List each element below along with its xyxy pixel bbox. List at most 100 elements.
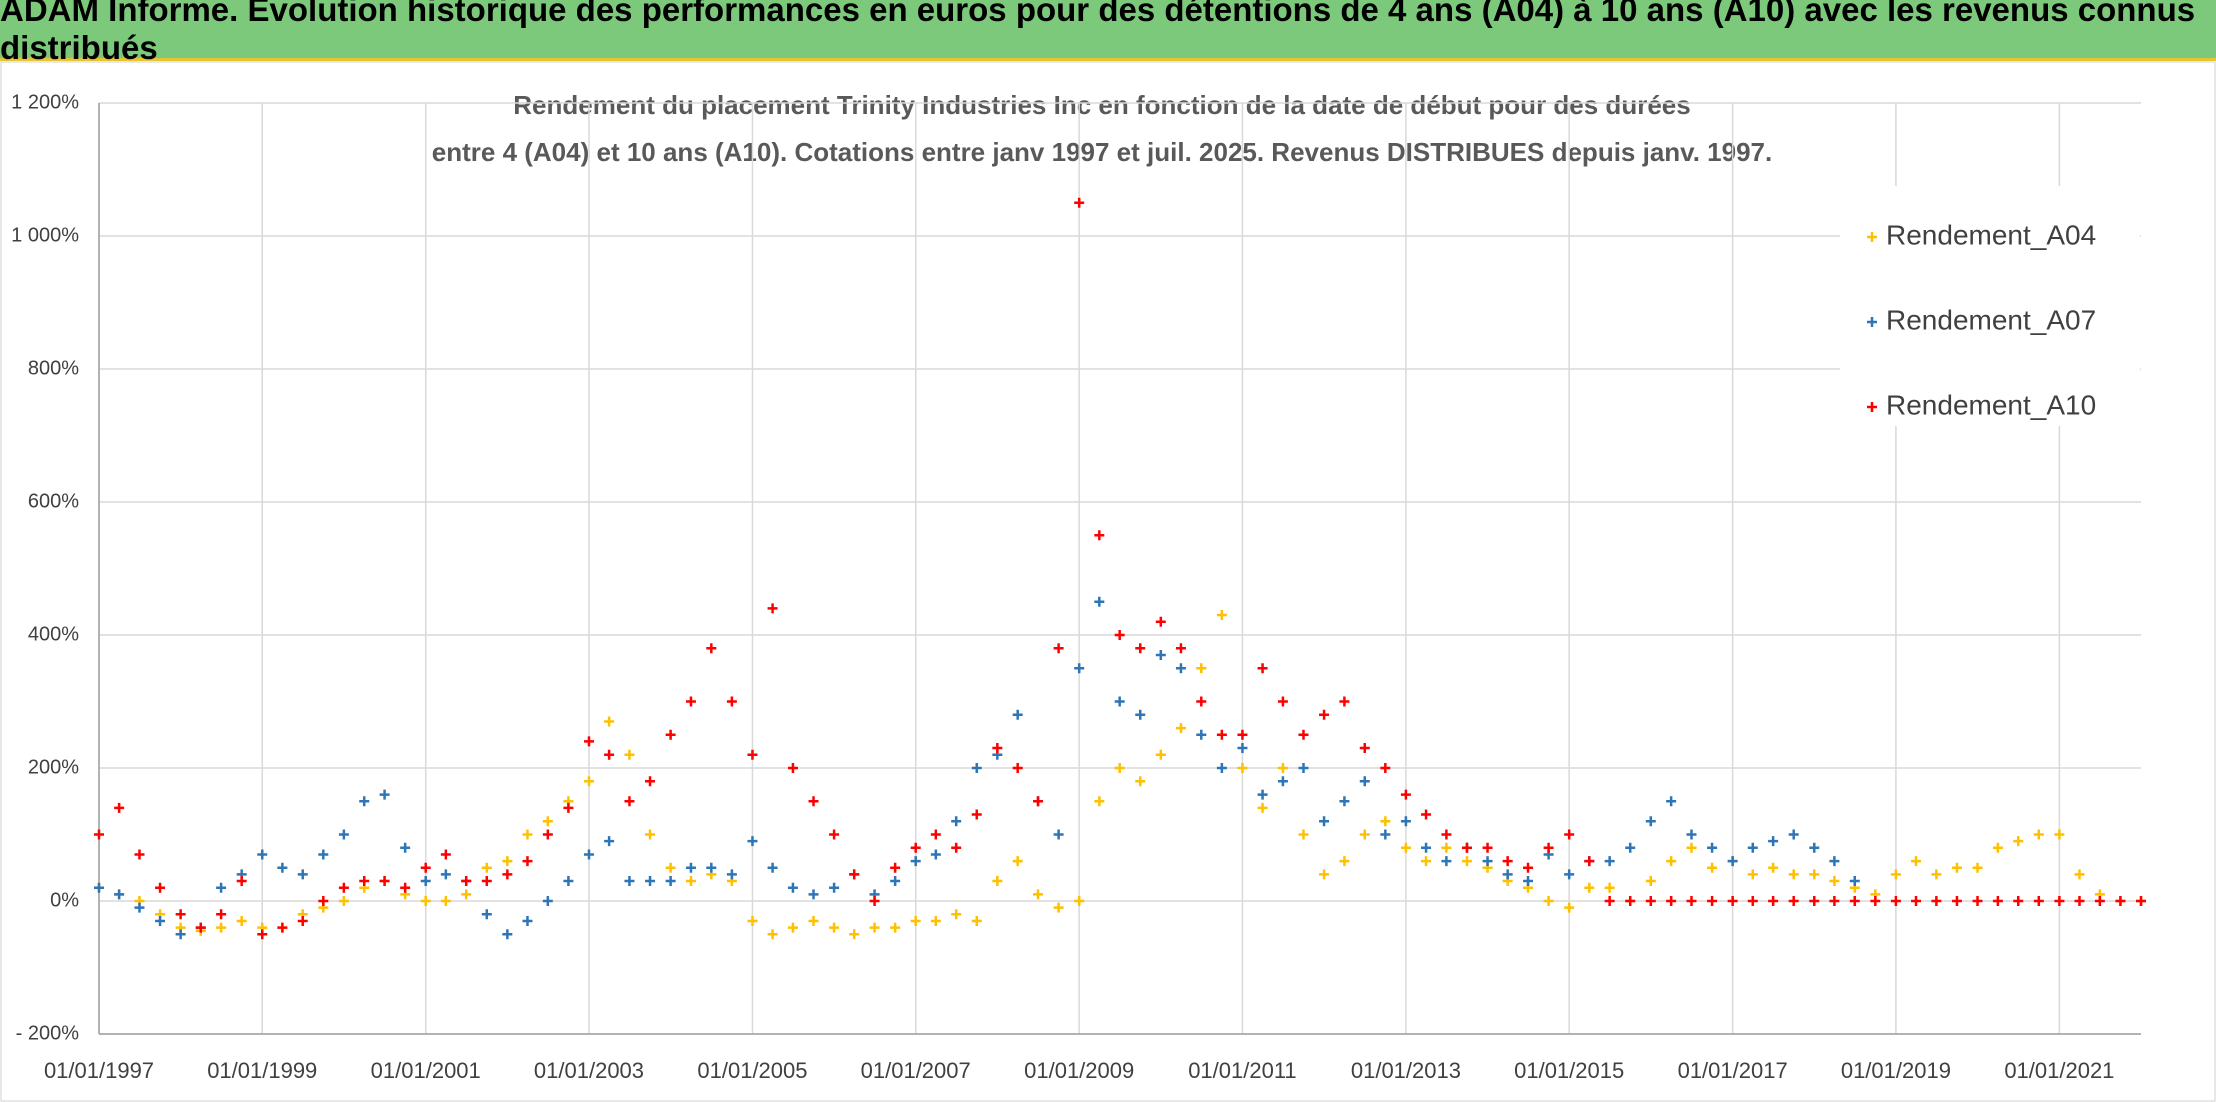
point <box>1359 743 1370 754</box>
point <box>134 902 145 913</box>
point <box>624 749 635 760</box>
legend-label: Rendement_A04 <box>1886 219 2096 250</box>
point <box>645 829 656 840</box>
point <box>1400 816 1411 827</box>
point <box>1319 709 1330 720</box>
x-tick-label: 01/01/1997 <box>44 1058 154 1083</box>
point <box>685 876 696 887</box>
point <box>1686 829 1697 840</box>
point <box>604 749 615 760</box>
point <box>869 922 880 933</box>
point <box>1053 829 1064 840</box>
point <box>2136 896 2146 906</box>
point <box>1319 816 1330 827</box>
point <box>1707 896 1718 906</box>
point <box>522 856 533 867</box>
point <box>1482 856 1493 867</box>
point <box>563 876 574 887</box>
point <box>1400 789 1411 800</box>
point <box>747 915 758 926</box>
point <box>1768 896 1779 906</box>
point <box>359 876 370 887</box>
point <box>808 915 819 926</box>
y-tick-label: 1 000% <box>11 224 79 246</box>
point <box>951 816 962 827</box>
point <box>706 862 717 873</box>
point <box>1523 876 1534 887</box>
point <box>236 876 247 887</box>
x-tick-label: 01/01/2011 <box>1188 1058 1296 1083</box>
point <box>645 776 656 787</box>
point <box>216 909 227 920</box>
x-tick-label: 01/01/2017 <box>1678 1058 1788 1083</box>
point <box>216 882 227 893</box>
point <box>1666 856 1677 867</box>
x-tick-label: 01/01/2019 <box>1841 1058 1951 1083</box>
point <box>1175 723 1186 734</box>
point <box>1094 530 1105 541</box>
point <box>1257 663 1268 674</box>
point <box>522 829 533 840</box>
point <box>1277 696 1288 707</box>
point <box>910 915 921 926</box>
point <box>849 869 860 880</box>
point <box>2013 896 2024 906</box>
point <box>2094 896 2105 906</box>
point <box>1421 809 1432 820</box>
point <box>1931 896 1942 906</box>
point <box>1441 842 1452 853</box>
point <box>1380 829 1391 840</box>
point <box>665 729 676 740</box>
point <box>829 922 840 933</box>
point <box>1890 896 1901 906</box>
point <box>1645 896 1656 906</box>
point <box>195 922 206 933</box>
point <box>2033 896 2044 906</box>
point <box>685 862 696 873</box>
legend-backdrop <box>1840 186 2140 426</box>
point <box>1829 856 1840 867</box>
point <box>767 603 778 614</box>
point <box>1441 829 1452 840</box>
point <box>1196 663 1207 674</box>
point <box>1461 856 1472 867</box>
point <box>1461 842 1472 853</box>
point <box>1216 763 1227 773</box>
point <box>338 829 349 840</box>
x-tick-label: 01/01/2015 <box>1514 1058 1624 1083</box>
point <box>277 922 288 933</box>
point <box>787 763 798 773</box>
point <box>1788 829 1799 840</box>
point <box>992 876 1003 887</box>
point <box>114 802 125 813</box>
y-tick-label: 800% <box>28 357 79 379</box>
point <box>890 862 901 873</box>
point <box>522 915 533 926</box>
point <box>1298 763 1309 773</box>
point <box>1053 902 1064 913</box>
point <box>1298 829 1309 840</box>
point <box>1564 869 1575 880</box>
point <box>1584 882 1595 893</box>
point <box>1237 729 1248 740</box>
point <box>440 896 451 906</box>
point <box>1135 643 1146 654</box>
point <box>2115 896 2126 906</box>
point <box>1074 197 1085 208</box>
point <box>1931 869 1942 880</box>
point <box>890 876 901 887</box>
point <box>583 736 594 747</box>
point <box>461 876 472 887</box>
point <box>1053 643 1064 654</box>
point <box>890 922 901 933</box>
point <box>1012 763 1023 773</box>
point <box>1829 876 1840 887</box>
point <box>726 869 737 880</box>
point <box>175 909 186 920</box>
point <box>1809 842 1820 853</box>
point <box>502 856 513 867</box>
point <box>1666 796 1677 807</box>
point <box>481 876 492 887</box>
point <box>1237 743 1248 754</box>
point <box>1727 856 1738 867</box>
